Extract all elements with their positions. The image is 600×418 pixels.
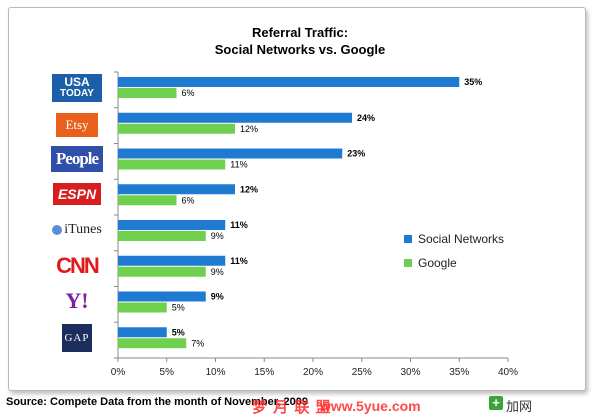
etsy-logo: Etsy	[51, 111, 103, 139]
itunes-logo-text: iTunes	[64, 222, 102, 237]
social-bar	[118, 184, 235, 195]
cnn-logo-text: CNN	[56, 253, 100, 278]
google-data-label: 9%	[211, 231, 224, 241]
legend-swatch-google	[404, 259, 412, 267]
social-data-label: 11%	[230, 220, 248, 230]
social-data-label: 9%	[211, 292, 224, 302]
google-data-label: 7%	[191, 338, 204, 348]
social-data-label: 24%	[357, 113, 375, 123]
yahoo-logo: Y!	[51, 287, 103, 315]
google-data-label: 12%	[240, 124, 258, 134]
x-tick-label: 5%	[160, 367, 175, 378]
google-bar	[118, 302, 167, 313]
chart-title: Referral Traffic: Social Networks vs. Go…	[0, 24, 600, 58]
x-tick-label: 35%	[449, 367, 469, 378]
social-data-label: 12%	[240, 184, 258, 194]
espn-logo: ESPN	[51, 180, 103, 208]
espn-logo-text: ESPN	[53, 183, 101, 205]
google-bar	[118, 266, 206, 277]
google-bar	[118, 231, 206, 241]
x-tick-label: 15%	[254, 367, 274, 378]
itunes-icon	[52, 225, 63, 235]
watermark-url: www.5yue.com	[320, 398, 421, 414]
social-data-label: 35%	[464, 77, 482, 87]
people-logo-text: People	[51, 146, 103, 172]
watermark-chinese: 梦 月 联 盟	[252, 399, 332, 416]
yahoo-logo-text: Y!	[65, 288, 89, 313]
x-tick-label: 20%	[303, 367, 323, 378]
google-bar	[118, 159, 226, 170]
x-tick-label: 30%	[400, 367, 420, 378]
social-data-label: 23%	[347, 149, 365, 159]
people-logo: People	[51, 145, 103, 173]
social-bar	[118, 112, 352, 123]
etsy-logo-text: Etsy	[56, 113, 98, 137]
chart-subtitle: Social Networks vs. Google	[214, 42, 386, 57]
usatoday-logo-line2: TODAY	[60, 88, 94, 99]
social-bar	[118, 77, 460, 87]
google-bar	[118, 123, 235, 134]
google-data-label: 6%	[182, 88, 195, 98]
google-data-label: 9%	[211, 267, 224, 277]
usatoday-logo-line1: USA	[64, 75, 90, 89]
legend-label-social: Social Networks	[418, 232, 504, 246]
google-bar	[118, 88, 177, 98]
cnn-logo: CNN	[51, 252, 103, 280]
social-data-label: 11%	[230, 256, 248, 266]
google-bar	[118, 195, 177, 206]
social-bar	[118, 255, 226, 266]
social-bar	[118, 148, 343, 159]
gap-logo-text: GAP	[62, 324, 92, 352]
plus-icon[interactable]: +	[489, 396, 503, 410]
gap-logo: GAP	[51, 324, 103, 352]
usatoday-logo: USA TODAY	[51, 74, 103, 102]
social-bar	[118, 291, 206, 302]
x-tick-label: 10%	[205, 367, 225, 378]
itunes-logo: iTunes	[51, 216, 103, 244]
x-tick-label: 25%	[352, 367, 372, 378]
google-bar	[118, 338, 187, 349]
source-note: Source: Compete Data from the month of N…	[6, 396, 308, 408]
x-tick-label: 40%	[498, 367, 518, 378]
legend-swatch-social	[404, 235, 412, 243]
google-data-label: 5%	[172, 303, 185, 313]
legend-label-google: Google	[418, 256, 457, 270]
chart-title-line1: Referral Traffic:	[251, 25, 349, 40]
google-data-label: 11%	[230, 160, 247, 170]
social-data-label: 5%	[172, 327, 185, 337]
google-data-label: 6%	[182, 195, 195, 205]
social-bar	[118, 220, 226, 230]
chart-frame	[8, 7, 586, 391]
x-tick-label: 0%	[111, 367, 126, 378]
watermark-jiawang[interactable]: 加网	[506, 399, 533, 414]
social-bar	[118, 327, 167, 338]
